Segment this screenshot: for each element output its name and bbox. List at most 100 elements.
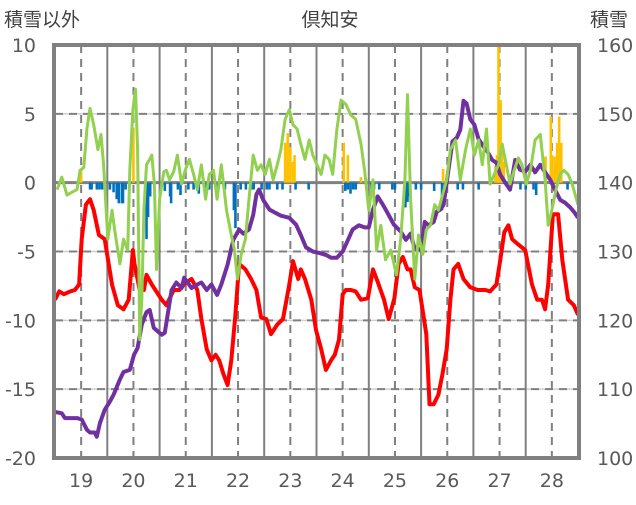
blue-bar [393, 182, 397, 190]
orange-bar [359, 177, 363, 183]
blue-bar [148, 182, 152, 197]
x-tick: 25 [383, 470, 407, 492]
blue-bar [187, 182, 190, 190]
blue-bar [524, 182, 527, 190]
blue-bar [169, 182, 173, 204]
orange-bar [500, 146, 504, 183]
blue-bar [98, 182, 101, 190]
blue-bar [566, 182, 569, 190]
y-tick-left: 10 [12, 35, 36, 57]
blue-bar [349, 182, 352, 194]
green-line [55, 87, 580, 342]
blue-bar [179, 182, 182, 196]
plot-border [52, 43, 581, 460]
y-tick-left: -5 [17, 242, 36, 264]
blue-bar [112, 182, 115, 193]
left-axis-label: 積雪以外 [4, 9, 80, 31]
plot-frame [52, 43, 581, 460]
blue-bar [419, 182, 423, 190]
blue-bar [90, 182, 93, 190]
y-tick-right: 160 [597, 35, 633, 57]
y-tick-right: 110 [597, 379, 633, 401]
blue-bar [232, 182, 236, 211]
y-tick-left: 5 [24, 104, 36, 126]
blue-bar [351, 182, 355, 190]
orange-bar [291, 162, 295, 183]
blue-bar [432, 182, 436, 191]
orange-bar [79, 168, 83, 183]
orange-bar [132, 127, 135, 183]
orange-bar [441, 168, 445, 183]
blue-bar [192, 182, 195, 190]
x-tick: 23 [278, 470, 302, 492]
chart-title: 倶知安 [301, 9, 358, 31]
blue-bar [244, 182, 248, 190]
orange-bar [293, 155, 296, 183]
x-tick: 27 [487, 470, 511, 492]
tick-labels: 10 5 0 -5 -10 -15 -20 160 150 140 130 120 110 100 19 20… [5, 35, 633, 492]
blue-bar [121, 182, 125, 204]
blue-bar [260, 182, 263, 190]
orange-bar [549, 116, 553, 183]
blue-bar [281, 182, 284, 190]
blue-bar [404, 182, 407, 208]
orange-bar [555, 142, 559, 183]
y-tick-left: -20 [5, 448, 36, 470]
blue-bar [377, 182, 381, 190]
blue-bar [294, 182, 297, 190]
orange-bar [286, 133, 290, 183]
blue-bar [100, 182, 104, 190]
blue-bar [207, 182, 211, 190]
x-tick: 28 [540, 470, 564, 492]
blue-bar [456, 182, 459, 190]
blue-bar [215, 182, 219, 190]
blue-bar [163, 182, 167, 191]
blue-bar [95, 182, 99, 190]
orange-bar [346, 155, 350, 183]
blue-bar [406, 182, 409, 202]
blue-bar [354, 182, 358, 190]
x-tick: 26 [435, 470, 459, 492]
blue-bar [176, 182, 180, 190]
blue-bar [275, 182, 279, 190]
orange-bar [502, 162, 506, 183]
blue-bar [343, 182, 347, 191]
blue-bar [391, 182, 394, 190]
orange-bar [559, 142, 563, 183]
y-tick-right: 100 [597, 448, 633, 470]
blue-bar [477, 182, 480, 190]
right-axis-label: 積雪 [590, 9, 628, 31]
orange-bar [499, 100, 502, 183]
blue-bar [346, 182, 350, 190]
y-tick-right: 120 [597, 310, 633, 332]
blue-bar [534, 182, 538, 196]
y-tick-left: -10 [5, 310, 36, 332]
blue-bar [239, 182, 242, 190]
blue-bar [532, 182, 535, 190]
blue-bar [461, 182, 465, 190]
y-tick-right: 140 [597, 173, 633, 195]
blue-bar [414, 182, 418, 190]
x-tick: 21 [174, 470, 198, 492]
blue-bar [252, 182, 256, 190]
bars [78, 45, 569, 240]
x-tick: 22 [226, 470, 250, 492]
blue-bar [146, 182, 150, 218]
orange-bar [342, 142, 345, 183]
x-tick: 20 [121, 470, 145, 492]
orange-bar [283, 142, 287, 183]
blue-bar [88, 182, 92, 190]
orange-bar [550, 155, 554, 183]
blue-bar [265, 182, 269, 190]
blue-bar [115, 182, 119, 200]
x-tick: 24 [331, 470, 355, 492]
blue-bar [145, 182, 148, 240]
y-tick-left: -15 [5, 379, 36, 401]
orange-bar [553, 156, 556, 183]
y-tick-right: 150 [597, 104, 633, 126]
y-tick-left: 0 [24, 173, 36, 195]
blue-bar [117, 182, 121, 204]
blue-bar [519, 182, 522, 190]
orange-bar [557, 116, 561, 183]
